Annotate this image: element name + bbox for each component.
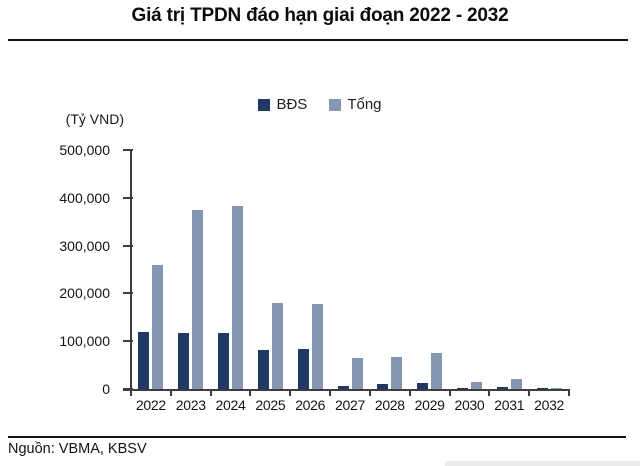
legend-swatch-tong — [329, 98, 342, 111]
x-tick-mark — [488, 390, 491, 396]
bar-tong-2028 — [391, 356, 403, 389]
x-category-label-2031: 2031 — [494, 397, 525, 413]
y-axis-unit-label: (Tỷ VND) — [65, 111, 124, 127]
bar-tong-2032 — [550, 387, 562, 389]
bar-bds-2026 — [297, 348, 309, 389]
footer-divider — [8, 436, 626, 438]
bar-bds-2029 — [417, 382, 429, 389]
y-tick-mark — [123, 340, 133, 343]
cropped-content-artifact — [445, 461, 640, 466]
bar-bds-2031 — [496, 386, 508, 389]
legend-item-bds: BĐS — [258, 96, 307, 113]
x-tick-mark — [209, 390, 212, 396]
bar-tong-2029 — [431, 352, 443, 389]
bar-bds-2025 — [257, 350, 269, 389]
x-category-label-2028: 2028 — [374, 397, 405, 413]
bar-bds-2027 — [337, 386, 349, 389]
bar-tong-2023 — [192, 209, 204, 389]
x-tick-mark — [528, 390, 531, 396]
x-tick-mark — [169, 390, 172, 396]
y-tick-mark — [123, 149, 133, 151]
bar-tong-2025 — [271, 302, 283, 389]
x-category-label-2023: 2023 — [175, 397, 206, 413]
x-tick-mark — [448, 390, 451, 396]
x-tick-mark — [249, 390, 252, 396]
x-tick-mark — [368, 390, 371, 396]
y-tick-label-0: 0 — [102, 381, 110, 397]
x-category-label-2032: 2032 — [534, 397, 565, 413]
bar-bds-2024 — [218, 332, 230, 389]
bar-tong-2022 — [152, 264, 164, 389]
y-tick-mark — [123, 292, 133, 295]
x-axis-line — [123, 389, 570, 391]
x-category-label-2024: 2024 — [215, 397, 246, 413]
x-category-label-2026: 2026 — [295, 397, 326, 413]
x-category-label-2027: 2027 — [335, 397, 365, 413]
y-tick-label-500000: 500,000 — [59, 142, 110, 158]
y-tick-label-300000: 300,000 — [59, 237, 110, 254]
x-category-label-2030: 2030 — [454, 397, 485, 413]
bar-bds-2023 — [178, 333, 190, 389]
chart-title: Giá trị TPDN đáo hạn giai đoạn 2022 - 20… — [131, 5, 509, 26]
x-tick-mark — [408, 390, 411, 396]
x-category-label-2029: 2029 — [414, 397, 445, 413]
y-tick-mark — [123, 196, 133, 199]
legend: BĐS Tổng — [0, 96, 640, 113]
y-tick-mark — [123, 244, 133, 247]
legend-label-bds: BĐS — [276, 96, 308, 113]
x-tick-mark — [289, 390, 292, 396]
title-divider — [8, 39, 628, 41]
bar-bds-2022 — [138, 331, 150, 389]
y-tick-label-400000: 400,000 — [59, 189, 110, 206]
bar-tong-2027 — [351, 358, 363, 389]
x-tick-mark — [130, 390, 132, 396]
bar-tong-2031 — [510, 379, 522, 389]
legend-swatch-bds — [258, 98, 271, 111]
bar-tong-2026 — [311, 304, 323, 389]
bar-tong-2030 — [470, 381, 482, 389]
y-tick-label-200000: 200,000 — [59, 285, 110, 302]
y-axis-line — [130, 149, 132, 391]
x-category-label-2022: 2022 — [135, 397, 166, 413]
bar-tong-2024 — [232, 206, 244, 389]
legend-label-tong: Tổng — [347, 96, 382, 113]
legend-item-tong: Tổng — [329, 96, 382, 113]
y-tick-label-100000: 100,000 — [59, 333, 110, 350]
source-note: Nguồn: VBMA, KBSV — [8, 441, 147, 457]
x-tick-mark — [329, 390, 332, 396]
x-category-label-2025: 2025 — [255, 397, 286, 413]
bar-bds-2028 — [377, 384, 389, 389]
bar-bds-2032 — [536, 388, 548, 389]
bar-bds-2030 — [456, 388, 468, 389]
x-tick-mark — [568, 390, 570, 396]
